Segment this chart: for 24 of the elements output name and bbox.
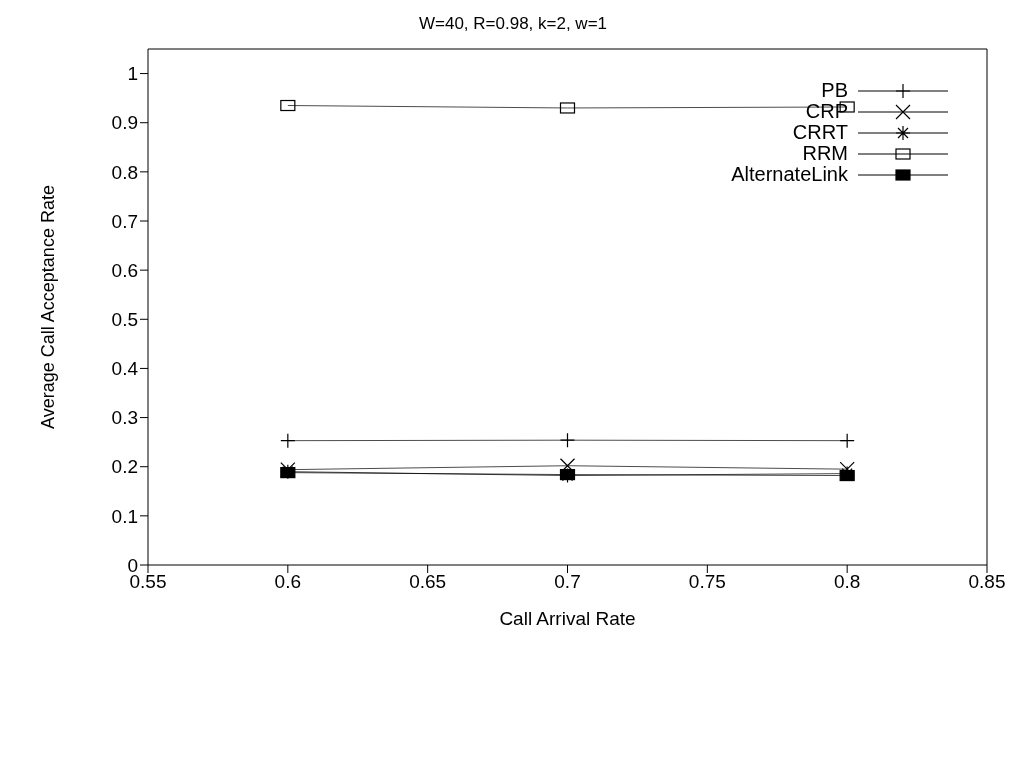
legend-label: RRM	[802, 142, 848, 165]
y-tick-label: 0.5	[111, 309, 138, 331]
y-tick-label: 0.1	[111, 505, 138, 527]
y-axis-title: Average Call Acceptance Rate	[38, 185, 59, 429]
x-tick-label: 0.6	[274, 571, 302, 593]
y-tick-label: 0.3	[111, 407, 138, 429]
x-tick-label: 0.75	[688, 571, 726, 593]
y-tick-label: 0.8	[111, 161, 138, 183]
y-tick-label: 0.4	[111, 358, 139, 380]
x-axis-title: Call Arrival Rate	[499, 608, 636, 629]
x-tick-label: 0.85	[968, 571, 1006, 593]
y-tick-label: 0.9	[111, 112, 138, 134]
chart-title: W=40, R=0.98, k=2, w=1	[417, 13, 609, 35]
y-tick-label: 0.6	[111, 259, 138, 281]
y-tick-label: 0.2	[111, 456, 138, 478]
y-tick-label: 1	[127, 63, 138, 85]
legend-label: PB	[821, 79, 848, 102]
legend-label: CRP	[805, 100, 848, 123]
x-tick-label: 0.8	[833, 571, 861, 593]
legend-label: AlternateLink	[731, 163, 848, 186]
legend-label: CRRT	[792, 121, 848, 144]
y-tick-label: 0.7	[111, 210, 138, 232]
x-tick-label: 0.7	[554, 571, 581, 593]
x-tick-label: 0.65	[409, 571, 447, 593]
